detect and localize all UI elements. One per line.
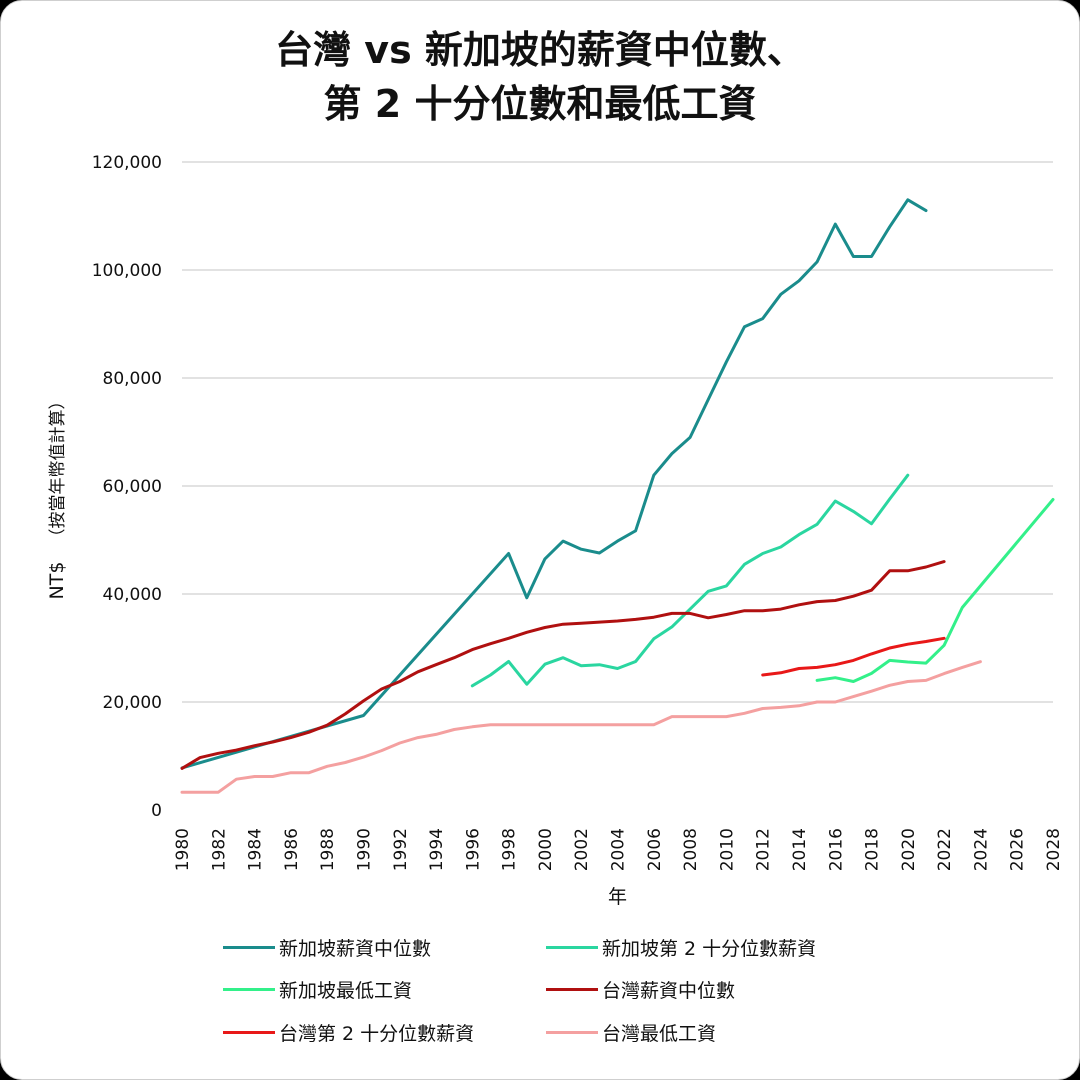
x-tick-label: 1988 [318,828,338,871]
x-tick-label: 2014 [790,828,810,871]
x-tick-label: 2006 [645,828,665,871]
x-axis-ticks: 1980 1982 1984 1986 1988 1990 1992 1994 1996 1998… [173,828,1064,871]
x-tick-label: 2024 [971,828,991,871]
x-tick-label: 1982 [209,828,229,871]
y-tick-label: 120,000 [92,153,162,173]
chart-title-line-1: 台灣 vs 新加坡的薪資中位數、 [275,28,805,72]
series-line-1 [180,198,928,770]
x-tick-label: 1990 [354,828,374,871]
series-line-2 [470,473,910,688]
chart-title: 台灣 vs 新加坡的薪資中位數、 第 2 十分位數和最低工資 [1,23,1079,131]
x-tick-label: 2000 [536,828,556,871]
x-tick-label: 2020 [899,828,919,871]
series-line-5 [761,636,946,677]
x-tick-label: 1984 [246,828,266,871]
y-tick-label: 100,000 [92,261,162,281]
x-tick-label: 2004 [609,828,629,871]
series-line-6 [180,660,982,794]
x-tick-label: 2010 [717,828,737,871]
chart-title-line-2: 第 2 十分位數和最低工資 [323,82,757,126]
y-tick-label: 0 [151,801,162,821]
x-tick-label: 1986 [282,828,302,871]
x-tick-label: 2026 [1008,828,1028,871]
x-tick-label: 2012 [754,828,774,871]
x-tick-label: 1992 [391,828,411,871]
x-tick-label: 2002 [572,828,592,871]
y-axis-title-unit: NT$ [46,562,68,600]
x-tick-label: 2028 [1044,828,1064,871]
x-tick-label: 1998 [500,828,520,871]
x-tick-label: 1996 [463,828,483,871]
series-line-3 [815,498,1055,683]
x-axis-title: 年 [608,886,627,908]
x-tick-label: 2022 [935,828,955,871]
y-tick-label: 80,000 [103,369,162,389]
x-tick-label: 2018 [863,828,883,871]
y-axis-title: NT$ （按當年幣值計算） [46,393,68,600]
y-tick-label: 60,000 [103,477,162,497]
series-line-4 [180,560,946,770]
y-tick-label: 20,000 [103,693,162,713]
y-tick-label: 40,000 [103,585,162,605]
series-lines [180,198,1055,794]
y-axis-title-note: （按當年幣值計算） [48,393,68,546]
x-tick-label: 2016 [826,828,846,871]
y-axis-ticks: 0 20,000 40,000 60,000 80,000 100,000 120,000 [92,153,162,821]
x-tick-label: 1994 [427,828,447,871]
x-tick-label: 1980 [173,828,193,871]
gridlines [182,161,1053,703]
x-tick-label: 2008 [681,828,701,871]
